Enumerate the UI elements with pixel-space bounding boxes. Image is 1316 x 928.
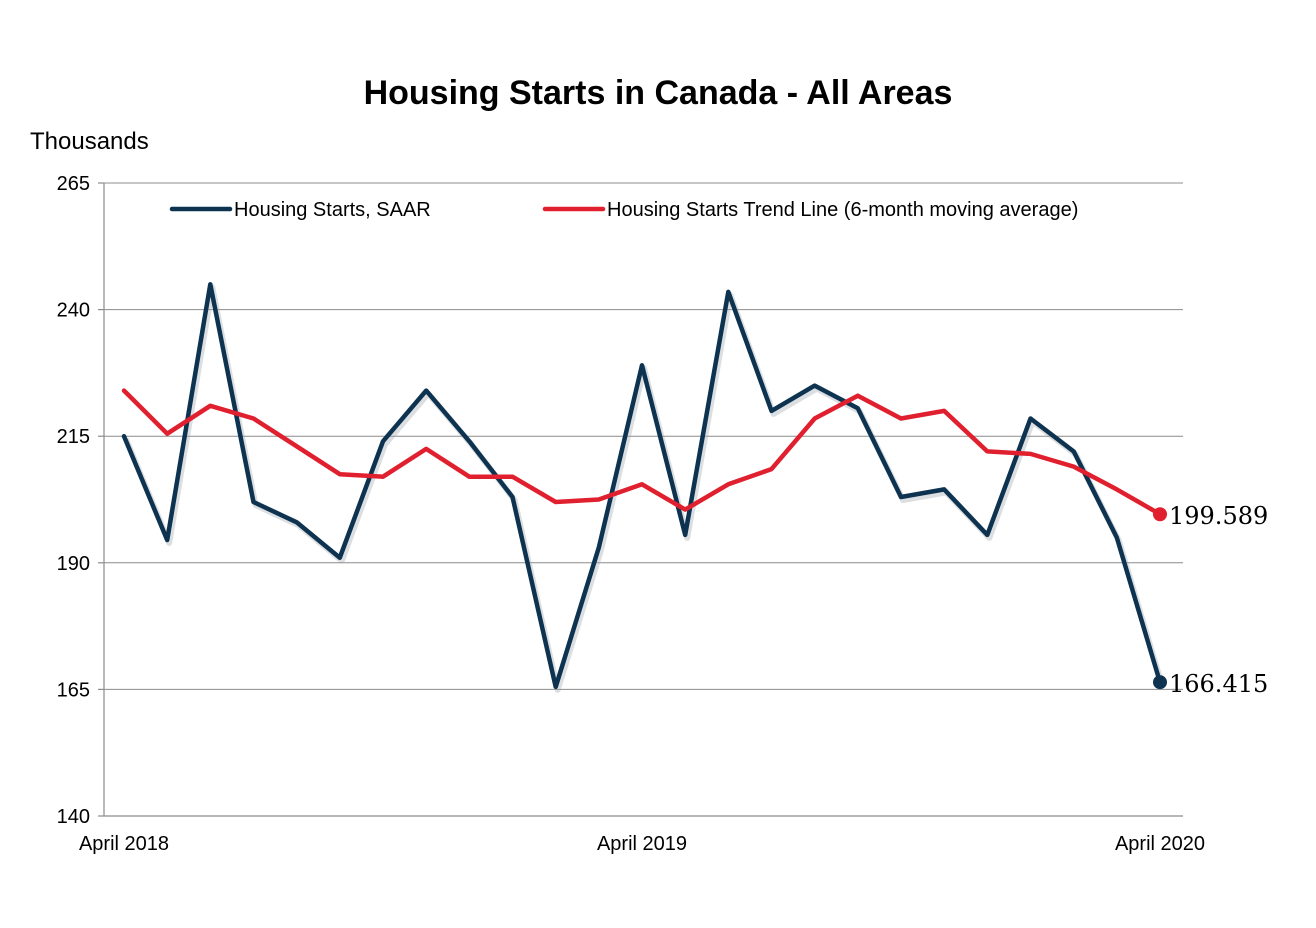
y-tick-label: 140 — [57, 806, 90, 828]
y-tick-label: 265 — [57, 173, 90, 195]
end-value-label: 166.415 — [1169, 670, 1268, 698]
x-axis-ticks: April 2018 April 2019 April 2020 — [79, 833, 1205, 855]
y-tick-label: 190 — [57, 553, 90, 575]
end-labels: 166.415 199.589 — [1169, 502, 1268, 698]
y-axis-ticks: 140 165 190 215 240 265 — [57, 173, 104, 828]
x-tick-label: April 2019 — [597, 833, 687, 855]
x-tick-label: April 2018 — [79, 833, 169, 855]
legend-label: Housing Starts Trend Line (6-month movin… — [607, 199, 1078, 221]
y-axis-unit-label: Thousands — [30, 128, 149, 155]
y-tick-label: 215 — [57, 426, 90, 448]
data-point — [1153, 675, 1167, 690]
gridlines — [103, 182, 1183, 817]
series-lines — [121, 282, 1167, 693]
y-tick-label: 240 — [57, 300, 90, 322]
end-value-label: 199.589 — [1169, 502, 1268, 530]
data-point — [1153, 507, 1167, 522]
x-tick-label: April 2020 — [1115, 833, 1205, 855]
legend-label: Housing Starts, SAAR — [234, 199, 431, 221]
y-tick-label: 165 — [57, 679, 90, 701]
chart-title: Housing Starts in Canada - All Areas — [364, 74, 953, 112]
legend: Housing Starts, SAAR Housing Starts Trend… — [169, 199, 1078, 221]
